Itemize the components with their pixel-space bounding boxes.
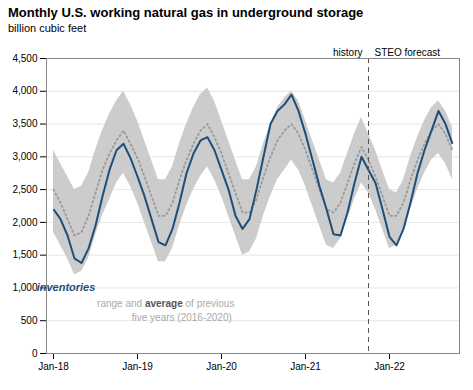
svg-text:3,500: 3,500: [12, 118, 37, 129]
svg-text:500: 500: [21, 315, 38, 326]
html-text:billion cubic feet: billion cubic feet: [8, 22, 87, 34]
svg-text:five years (2016-2020): five years (2016-2020): [132, 312, 232, 323]
svg-text:range and average of previous: range and average of previous: [97, 298, 234, 309]
svg-text:STEO forecast: STEO forecast: [375, 47, 441, 58]
svg-text:Jan-21: Jan-21: [290, 361, 321, 372]
svg-text:2,500: 2,500: [12, 184, 37, 195]
svg-text:Jan-20: Jan-20: [206, 361, 237, 372]
svg-text:4,000: 4,000: [12, 85, 37, 96]
svg-text:inventories: inventories: [37, 281, 96, 293]
svg-text:Jan-18: Jan-18: [38, 361, 69, 372]
svg-text:0: 0: [32, 348, 38, 359]
svg-text:1,000: 1,000: [12, 282, 37, 293]
svg-text:Jan-22: Jan-22: [374, 361, 405, 372]
html-text:Monthly U.S. working natural g: Monthly U.S. working natural gas in unde…: [8, 5, 364, 20]
svg-text:history: history: [333, 47, 362, 58]
svg-text:2,000: 2,000: [12, 217, 37, 228]
svg-text:4,500: 4,500: [12, 53, 37, 64]
svg-text:3,000: 3,000: [12, 151, 37, 162]
svg-text:1,500: 1,500: [12, 249, 37, 260]
svg-text:Jan-19: Jan-19: [122, 361, 153, 372]
